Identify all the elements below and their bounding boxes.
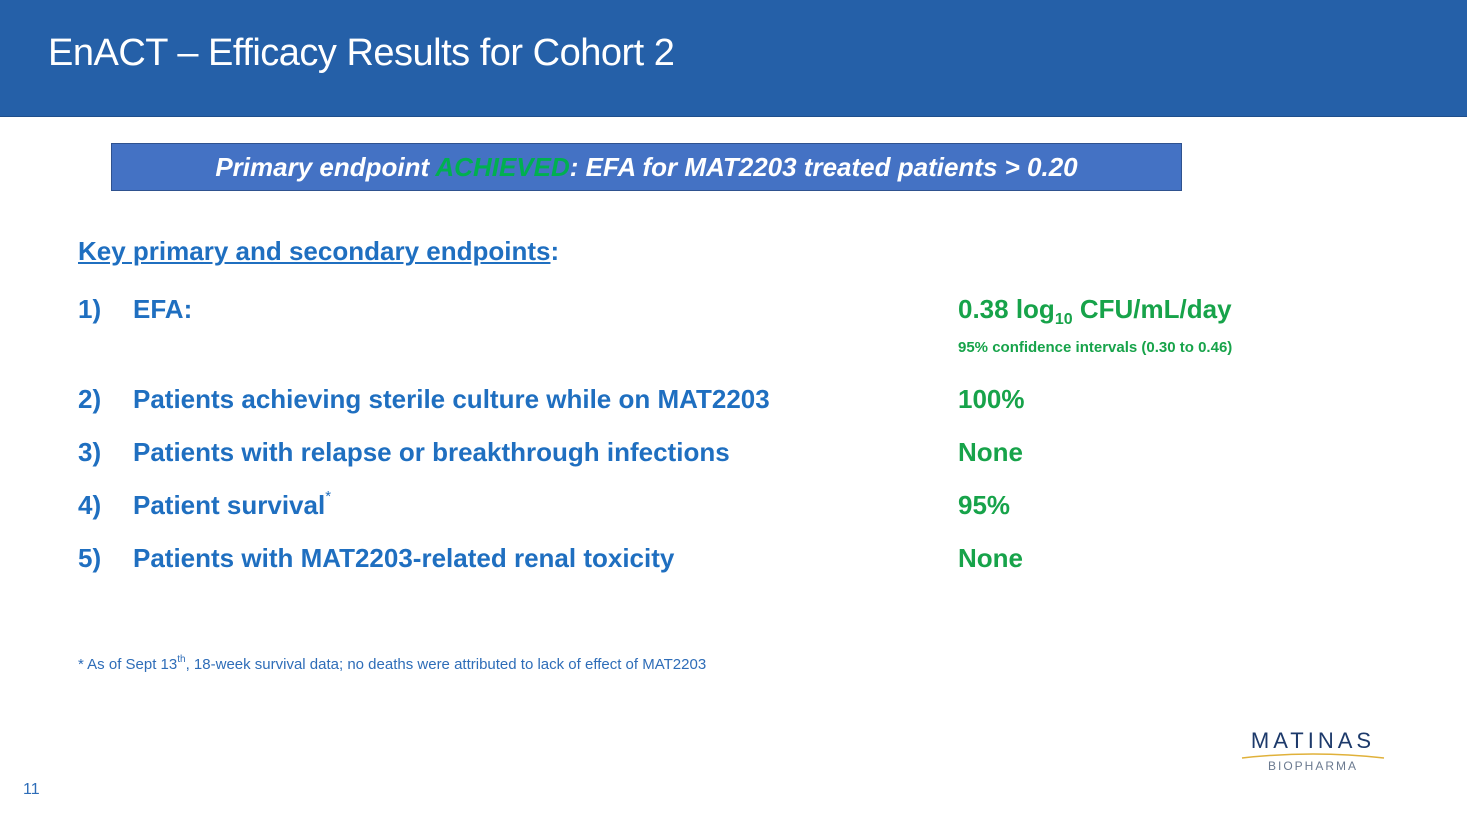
efa-log-base: 10 bbox=[1054, 311, 1073, 328]
endpoint-label: Patients with MAT2203-related renal toxi… bbox=[133, 543, 675, 573]
endpoint-number: 1) bbox=[78, 294, 102, 324]
logo-swoosh-icon bbox=[1241, 753, 1385, 759]
endpoint-row-1: 1) EFA: 0.38 log10 CFU/mL/day bbox=[0, 294, 1467, 334]
endpoint-number: 2) bbox=[78, 384, 102, 414]
slide-title: EnACT – Efficacy Results for Cohort 2 bbox=[48, 32, 675, 74]
slide-header: EnACT – Efficacy Results for Cohort 2 bbox=[0, 0, 1467, 117]
page-number: 11 bbox=[23, 781, 40, 798]
logo-subtitle: BIOPHARMA bbox=[1267, 759, 1358, 773]
endpoint-number: 3) bbox=[78, 437, 102, 467]
endpoint-row-2: 2) Patients achieving sterile culture wh… bbox=[0, 384, 1467, 424]
endpoint-value: 95% bbox=[958, 490, 1011, 520]
primary-endpoint-banner: Primary endpoint ACHIEVED: EFA for MAT22… bbox=[111, 143, 1182, 191]
efa-value: 0.38 log bbox=[958, 294, 1055, 324]
endpoint-label: Patients with relapse or breakthrough in… bbox=[133, 437, 730, 467]
banner-suffix: : EFA for MAT2203 treated patients > 0.2… bbox=[569, 152, 1078, 182]
endpoint-value: None bbox=[958, 437, 1023, 467]
footnote-sup: th bbox=[177, 654, 186, 665]
endpoint-row-4: 4) Patient survival* 95% bbox=[0, 488, 1467, 530]
endpoint-value: None bbox=[958, 543, 1023, 573]
endpoint-value: 100% bbox=[958, 384, 1025, 414]
banner-prefix: Primary endpoint bbox=[215, 152, 436, 182]
endpoint-number: 4) bbox=[78, 490, 102, 520]
endpoint-value: 0.38 log10 CFU/mL/day bbox=[958, 294, 1232, 328]
section-heading: Key primary and secondary endpoints: bbox=[78, 236, 559, 267]
endpoint-number: 5) bbox=[78, 543, 102, 573]
endpoint-row-5: 5) Patients with MAT2203-related renal t… bbox=[0, 543, 1467, 583]
efa-confidence-interval: 95% confidence intervals (0.30 to 0.46) bbox=[958, 339, 1233, 356]
footnote-before: * As of Sept 13 bbox=[78, 656, 178, 673]
footnote-marker: * bbox=[325, 488, 332, 505]
banner-achieved: ACHIEVED bbox=[435, 152, 570, 182]
matinas-logo: MATINAS BIOPHARMA bbox=[1238, 728, 1388, 778]
section-heading-text: Key primary and secondary endpoints bbox=[78, 236, 551, 266]
endpoint-row-3: 3) Patients with relapse or breakthrough… bbox=[0, 437, 1467, 477]
logo-name: MATINAS bbox=[1250, 728, 1376, 753]
endpoint-label: Patients achieving sterile culture while… bbox=[133, 384, 770, 414]
footnote: * As of Sept 13th, 18-week survival data… bbox=[78, 654, 707, 673]
footnote-after: , 18-week survival data; no deaths were … bbox=[185, 656, 707, 673]
efa-unit: CFU/mL/day bbox=[1072, 294, 1232, 324]
endpoint-label-text: Patient survival bbox=[133, 490, 326, 520]
section-heading-colon: : bbox=[550, 236, 560, 266]
endpoint-label: EFA: bbox=[133, 294, 193, 324]
endpoint-label: Patient survival* bbox=[133, 488, 332, 521]
